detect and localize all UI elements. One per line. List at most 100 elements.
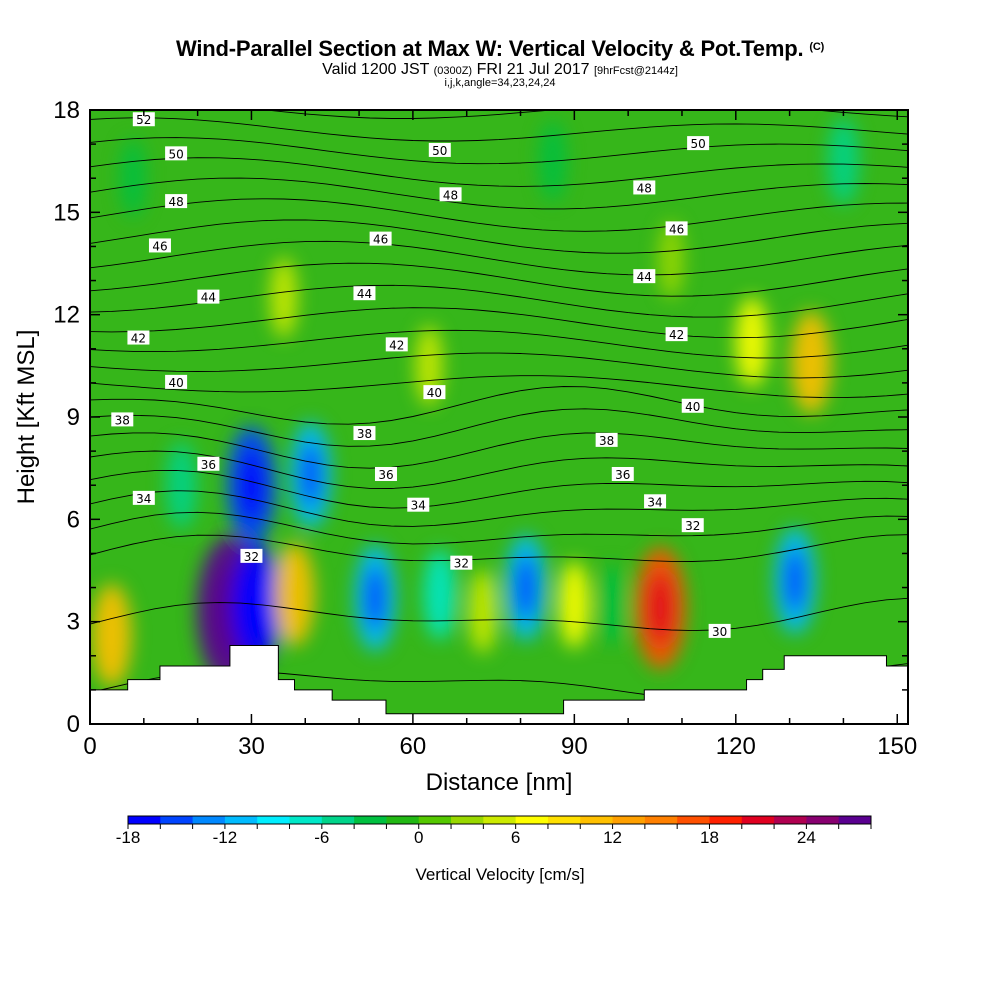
colorbar-swatch [580,816,614,824]
svg-text:38: 38 [357,427,372,441]
x-tick-label: 30 [238,733,265,760]
isentrope-label: 44 [353,286,376,301]
colorbar-swatch [612,816,646,824]
isentrope-label: 34 [644,494,667,509]
svg-text:48: 48 [637,181,652,195]
isentrope-label: 46 [148,238,171,253]
isentrope-line [90,307,908,339]
svg-text:44: 44 [637,270,652,284]
y-tick-label: 9 [67,404,80,431]
x-tick-label: 120 [716,733,756,760]
x-axis-label: Distance [nm] [426,769,573,796]
svg-text:52: 52 [136,113,151,127]
svg-text:38: 38 [115,413,130,427]
isentrope-label: 50 [428,142,451,158]
colorbar-tick-label: -12 [213,828,238,847]
colorbar-tick-label: 12 [603,828,622,847]
colorbar-swatch [386,816,420,824]
isentrope-line [90,240,908,276]
chart-indices: i,j,k,angle=34,23,24,24 [444,77,556,89]
svg-text:38: 38 [599,434,614,448]
chart-subtitle: Valid 1200 JST (0300Z) FRI 21 Jul 2017 [… [0,61,1000,79]
velocity-feature [658,221,684,299]
colorbar-label: Vertical Velocity [cm/s] [415,865,584,884]
svg-text:34: 34 [647,495,662,509]
isentrope-line [90,137,908,165]
isentrope-label: 38 [111,412,134,427]
svg-text:40: 40 [427,386,442,400]
isentrope-label: 32 [681,518,704,533]
svg-text:50: 50 [168,147,183,161]
colorbar-swatch [418,816,452,824]
isentrope-label: 40 [165,374,188,390]
isentrope-label: 36 [374,466,397,482]
isentrope-line [90,198,908,232]
colorbar-swatch [838,816,872,824]
isentrope-label: 30 [708,623,731,639]
subtitle-date: FRI 21 Jul 2017 [476,61,590,78]
svg-text:34: 34 [136,492,151,506]
colorbar-swatch [806,816,840,824]
velocity-feature [791,310,832,415]
colorbar-swatch [741,816,775,824]
velocity-feature-core [300,443,322,507]
svg-text:36: 36 [615,468,630,482]
colorbar-swatch [515,816,549,824]
chart-title-text: Wind-Parallel Section at Max W: Vertical… [175,36,804,61]
svg-text:42: 42 [131,332,146,346]
isentrope-label: 40 [681,398,704,414]
velocity-feature [468,569,498,654]
isentrope-line [261,110,908,119]
isentrope-line [90,352,908,379]
colorbar-swatch [644,816,678,824]
isentrope-line [90,432,908,469]
isentrope-label: 48 [165,194,188,209]
plot-area: 52 50 50 50 48 48 48 46 46 46 44 44 44 42 42 42 40 40 40 38… [90,110,908,724]
svg-text:50: 50 [432,144,447,158]
y-tick-label: 6 [67,506,80,533]
colorbar-swatch [160,816,194,824]
svg-text:44: 44 [357,287,372,301]
svg-text:44: 44 [201,291,216,305]
svg-text:32: 32 [244,550,259,564]
isentrope-label: 40 [423,385,446,400]
colorbar-swatch [257,816,291,824]
isentrope-label: 50 [687,136,710,151]
svg-text:40: 40 [685,400,700,414]
colorbar-swatch [451,816,484,824]
isentrope-label: 44 [633,269,656,284]
colorbar-swatch [224,816,258,824]
isentrope-label: 48 [439,187,462,202]
velocity-feature-core [364,565,386,630]
isentrope-line [90,469,908,509]
colorbar-swatch [547,816,581,824]
colorbar-swatch [677,816,710,824]
velocity-feature [735,296,769,388]
svg-text:36: 36 [378,468,393,482]
y-axis-label: Height [Kft MSL] [13,330,40,505]
svg-text:42: 42 [669,328,684,342]
isentrope-line [90,490,908,527]
isentrope-line [90,177,908,210]
colorbar-tick-label: -18 [116,828,141,847]
isentrope-label: 48 [633,180,656,195]
colorbar-swatch [774,816,807,824]
isentrope-label: 42 [385,337,408,352]
y-tick-label: 3 [67,609,80,636]
svg-text:30: 30 [712,625,727,639]
colorbar-swatch [709,816,743,824]
isentrope-label: 34 [132,490,155,506]
svg-text:48: 48 [168,195,183,209]
y-tick-label: 18 [53,97,80,124]
isentrope-line [90,262,908,297]
isentrope-label: 34 [407,497,430,513]
isentrope-line [90,375,908,399]
isentrope-label: 52 [132,112,155,127]
svg-text:46: 46 [152,239,167,253]
velocity-feature [166,441,197,529]
svg-text:48: 48 [443,188,458,202]
svg-text:42: 42 [389,338,404,352]
colorbar-swatch [321,816,355,824]
velocity-feature [274,542,315,646]
